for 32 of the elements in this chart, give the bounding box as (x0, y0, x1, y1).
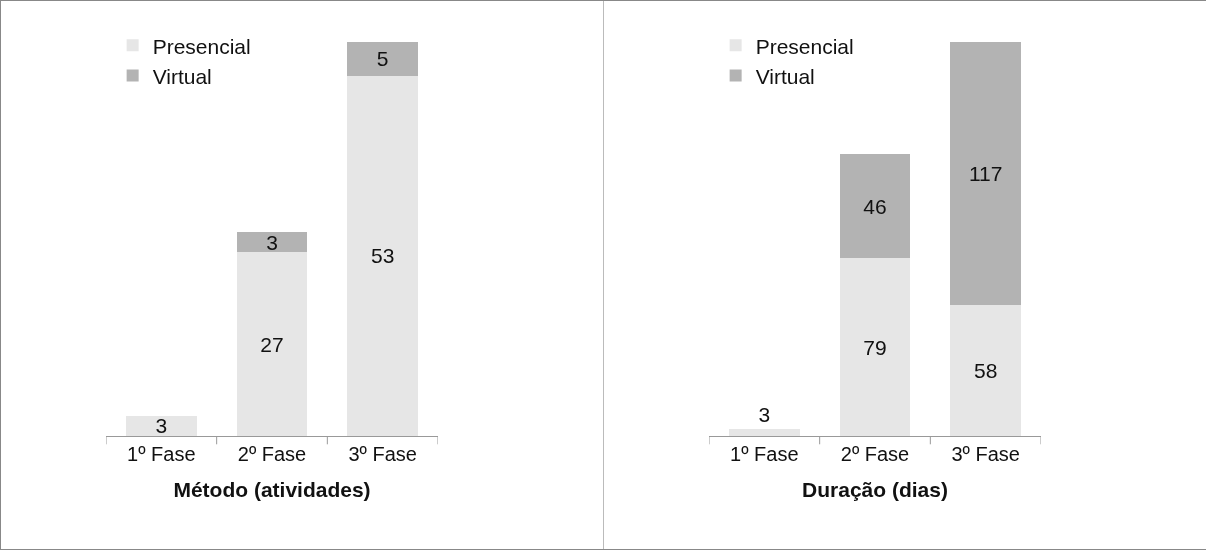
bar (236, 232, 308, 253)
data-label: 117 (968, 162, 1003, 186)
data-label: 3 (155, 414, 168, 438)
bar (728, 429, 800, 436)
data-label: 5 (376, 47, 389, 71)
data-label: 79 (863, 335, 887, 359)
bar (125, 415, 197, 436)
bar (950, 305, 1022, 436)
bar (236, 252, 308, 436)
data-label: 46 (863, 194, 887, 218)
bar (347, 41, 419, 76)
legend-label: Presencial (755, 34, 854, 58)
x-axis-title: Método (atividades) (173, 478, 371, 502)
bar (839, 154, 911, 259)
x-tick-label: 1º Fase (127, 443, 196, 465)
legend-label: Virtual (152, 64, 212, 88)
x-tick-label: 3º Fase (348, 443, 417, 465)
x-tick-label: 2º Fase (840, 443, 910, 465)
legend-label: Virtual (755, 64, 815, 88)
data-label: 58 (973, 359, 998, 383)
bar (347, 75, 419, 436)
x-axis-title: Duração (dias) (802, 478, 948, 502)
bar (950, 41, 1022, 306)
data-label: 3 (758, 403, 771, 427)
bar (839, 258, 911, 436)
x-tick-label: 2º Fase (237, 443, 307, 465)
data-label: 3 (266, 230, 278, 254)
legend-label: Presencial (152, 34, 251, 58)
data-label: 53 (370, 244, 395, 268)
x-tick-label: 3º Fase (951, 443, 1020, 465)
x-tick-label: 1º Fase (730, 443, 799, 465)
data-label: 27 (260, 332, 284, 356)
